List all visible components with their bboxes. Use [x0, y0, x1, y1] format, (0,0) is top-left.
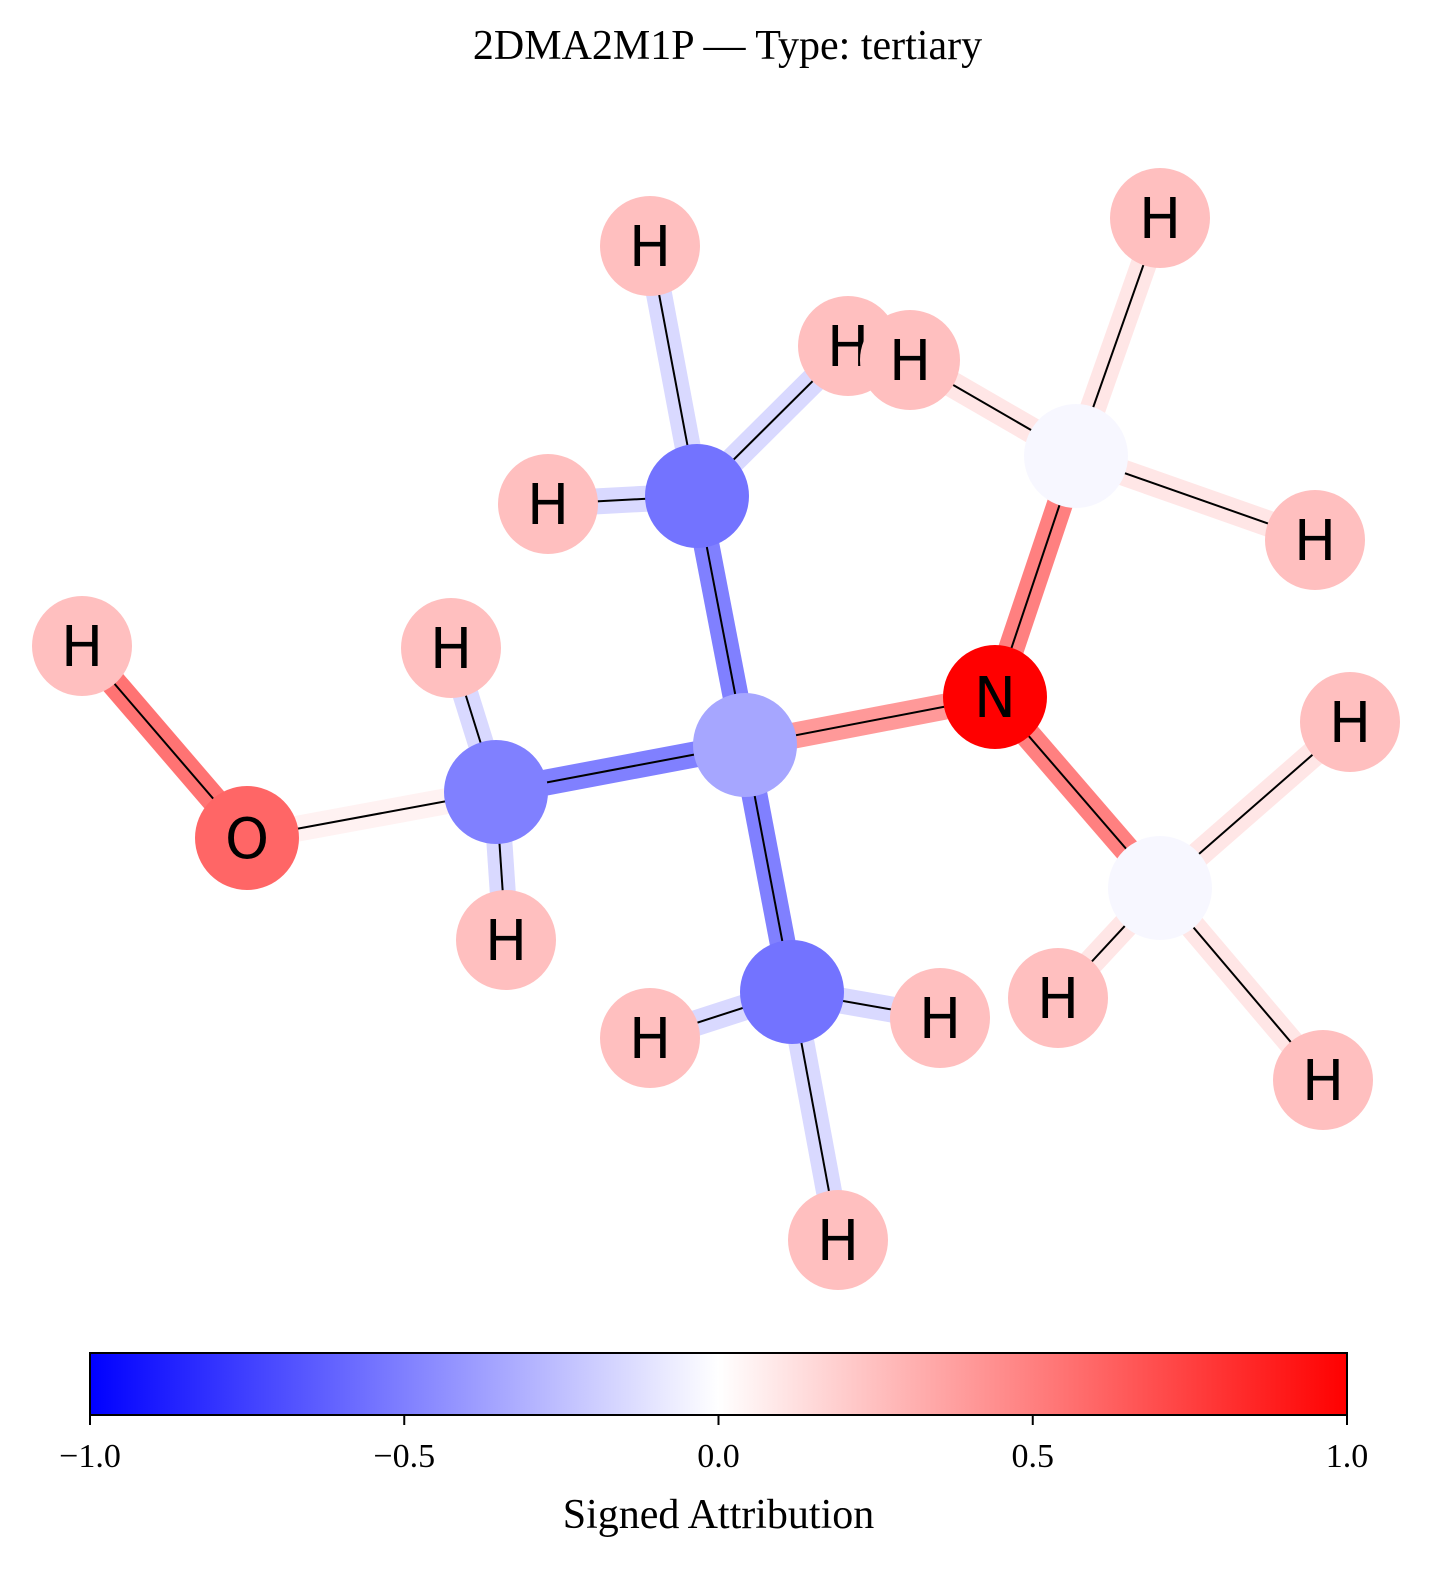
colorbar-tick-label: 0.0	[697, 1438, 740, 1475]
atom-label-H4c: H	[817, 1209, 859, 1274]
atom-label-H3a: H	[629, 215, 671, 280]
atom-label-H4a: H	[629, 1007, 671, 1072]
atom-label-H6a: H	[1329, 691, 1371, 756]
atom-label-H5a: H	[1139, 187, 1181, 252]
atom-H6b	[1008, 948, 1108, 1048]
atom-label-N: N	[974, 666, 1016, 731]
colorbar-gradient	[89, 1352, 1348, 1416]
colorbar-tick-label: −0.5	[373, 1438, 435, 1475]
atom-C6	[1108, 836, 1212, 940]
atom-label-H1b: H	[485, 909, 527, 974]
atom-label-H6c: H	[1302, 1049, 1344, 1114]
atom-label-H1a: H	[430, 617, 472, 682]
atom-label-H3b: H	[527, 473, 569, 538]
atom-H6c	[1273, 1030, 1373, 1130]
atom-H4b	[890, 968, 990, 1068]
atom-H5a	[1110, 168, 1210, 268]
atom-C1	[444, 740, 548, 844]
atom-H4a	[600, 988, 700, 1088]
atom-N	[943, 645, 1047, 749]
colorbar-ticks: −1.0 −0.5 0.0 0.5 1.0	[59, 1415, 1368, 1475]
atom-H3b	[498, 454, 598, 554]
colorbar-tick-label: 1.0	[1326, 1438, 1369, 1475]
atom-H1a	[401, 598, 501, 698]
atom-H6a	[1300, 672, 1400, 772]
atom-H5b	[860, 310, 960, 410]
colorbar: −1.0 −0.5 0.0 0.5 1.0 Signed Attribution	[59, 1352, 1368, 1538]
atom-O1	[195, 786, 299, 890]
figure-title: 2DMA2M1P — Type: tertiary	[472, 23, 983, 69]
colorbar-tick-label: 0.5	[1012, 1438, 1055, 1475]
colorbar-tick-label: −1.0	[59, 1438, 121, 1475]
atom-HO	[32, 596, 132, 696]
atom-label-O1: O	[225, 807, 269, 872]
atom-C5	[1024, 404, 1128, 508]
atom-label-H6b: H	[1037, 967, 1079, 1032]
atom-H5c	[1265, 490, 1365, 590]
atom-C2	[693, 693, 797, 797]
atom-label-H4b: H	[919, 987, 961, 1052]
colorbar-label: Signed Attribution	[563, 1492, 875, 1538]
atom-label-H5c: H	[1294, 509, 1336, 574]
atom-H1b	[456, 890, 556, 990]
atom-C3	[645, 444, 749, 548]
atom-C4	[740, 940, 844, 1044]
atom-label-H5b: H	[889, 329, 931, 394]
atom-H3a	[600, 196, 700, 296]
atom-H4c	[788, 1190, 888, 1290]
atom-label-HO: H	[61, 615, 103, 680]
